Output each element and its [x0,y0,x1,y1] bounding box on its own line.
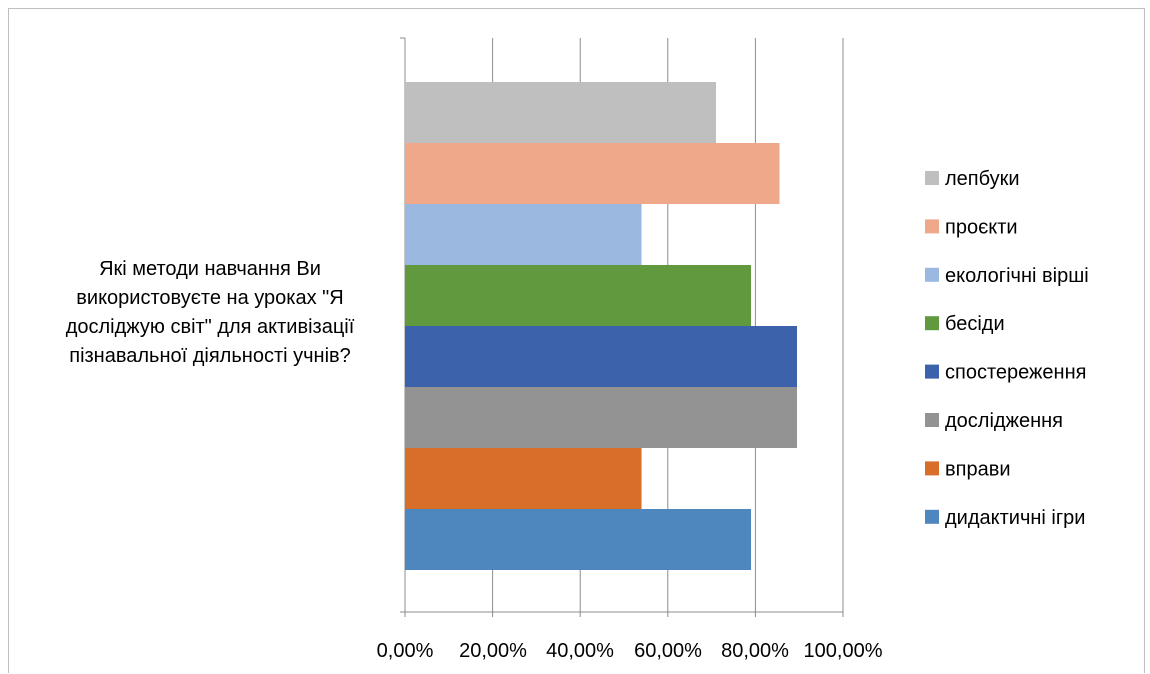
bar-6 [405,204,642,265]
legend-label: дидактичні ігри [945,507,1085,529]
legend-swatch [925,219,939,234]
bar-5 [405,265,752,326]
legend-label: спостереження [945,362,1086,384]
x-tick-label: 40,00% [546,640,614,662]
legend-swatch [925,413,939,427]
legend-swatch [925,461,939,476]
legend-swatch [925,316,939,331]
bar-7 [405,143,780,204]
legend-swatch [925,364,939,379]
legend-label: екологічні вірші [945,265,1089,287]
bar-8 [405,82,716,143]
bar-2 [405,448,642,509]
bar-4 [405,326,798,387]
chart-frame [8,8,1145,673]
legend-swatch [925,267,939,282]
x-tick-label: 0,00% [377,640,434,662]
x-tick-label: 100,00% [804,640,883,662]
bar-1 [405,509,752,570]
bar-3 [405,387,798,448]
category-label: Які методи навчання Ви використовуєте на… [65,258,355,367]
x-tick-label: 60,00% [634,640,702,662]
legend-label: проєкти [945,216,1018,238]
legend-label: вправи [945,458,1011,480]
legend-swatch [925,171,939,185]
x-tick-label: 20,00% [459,640,527,662]
legend-label: лепбуки [945,168,1020,190]
legend-label: бесіди [945,313,1005,335]
x-tick-label: 80,00% [721,640,789,662]
legend-swatch [925,509,939,524]
legend-label: дослідження [945,410,1063,432]
